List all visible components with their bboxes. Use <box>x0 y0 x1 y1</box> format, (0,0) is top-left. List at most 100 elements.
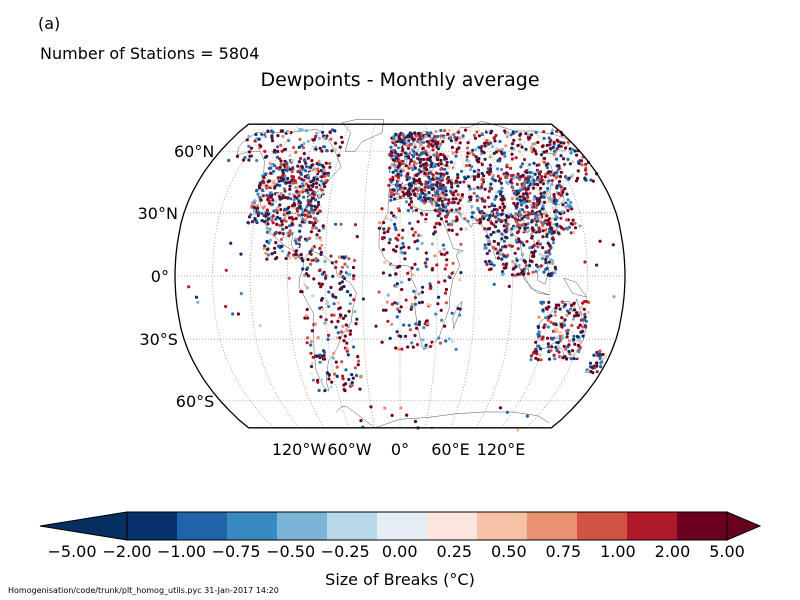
station-marker <box>295 189 299 193</box>
station-marker <box>332 313 336 317</box>
station-marker <box>274 241 278 245</box>
station-marker <box>318 353 322 357</box>
station-marker <box>279 237 284 241</box>
station-marker <box>331 294 335 298</box>
station-marker <box>291 166 295 170</box>
station-marker <box>319 205 323 209</box>
station-marker <box>314 147 318 151</box>
station-marker <box>288 184 292 188</box>
station-marker <box>266 222 270 226</box>
station-marker <box>289 232 293 236</box>
colorbar-tick-label: −2.00 <box>102 542 151 561</box>
station-marker <box>265 257 269 261</box>
station-marker <box>308 193 312 198</box>
station-marker <box>278 165 282 169</box>
station-marker <box>348 299 352 303</box>
station-marker <box>302 281 306 285</box>
station-marker <box>315 175 319 179</box>
station-marker <box>278 183 282 188</box>
station-marker <box>310 329 314 333</box>
station-marker <box>332 351 336 355</box>
colorbar-tick-label: 0.50 <box>491 542 527 561</box>
colorbar-segment <box>127 512 178 540</box>
station-marker <box>323 389 327 393</box>
station-marker <box>272 179 277 183</box>
station-marker <box>309 165 313 169</box>
station-marker <box>311 168 315 172</box>
station-marker <box>347 309 351 313</box>
station-marker <box>287 205 291 209</box>
station-marker <box>355 317 359 321</box>
station-marker <box>315 219 319 223</box>
station-marker <box>297 237 301 241</box>
colorbar-segment <box>477 512 528 540</box>
colorbar-segment <box>677 512 728 540</box>
station-marker <box>294 252 298 256</box>
station-marker <box>303 175 307 179</box>
station-marker <box>255 158 259 163</box>
station-marker <box>279 129 283 133</box>
station-marker <box>287 234 291 238</box>
station-marker <box>343 314 348 318</box>
station-marker <box>298 185 302 189</box>
colorbar-segment <box>377 512 428 540</box>
station-marker <box>340 330 344 334</box>
station-marker <box>279 143 283 147</box>
station-marker <box>359 374 363 378</box>
station-marker <box>247 158 251 162</box>
station-marker <box>356 355 360 359</box>
station-marker <box>287 251 291 255</box>
station-marker <box>319 168 323 173</box>
station-marker <box>351 265 356 270</box>
station-marker <box>278 197 282 201</box>
station-marker <box>290 159 295 163</box>
station-marker <box>285 165 289 169</box>
station-marker <box>287 210 291 214</box>
station-marker <box>279 159 283 163</box>
station-marker <box>253 214 257 218</box>
station-marker <box>352 345 356 349</box>
station-marker <box>322 145 326 149</box>
station-marker <box>273 246 277 250</box>
station-marker <box>396 146 400 150</box>
station-marker <box>321 130 325 134</box>
station-marker <box>340 280 344 284</box>
station-marker <box>313 193 317 197</box>
station-marker <box>283 195 287 200</box>
station-marker <box>324 161 328 165</box>
station-marker <box>268 228 272 232</box>
station-marker <box>315 131 319 135</box>
station-marker <box>310 208 314 213</box>
station-marker <box>341 374 345 378</box>
station-marker <box>275 166 279 170</box>
station-marker <box>305 238 309 242</box>
station-marker <box>265 193 269 197</box>
station-marker <box>282 148 286 152</box>
station-marker <box>354 373 359 378</box>
station-marker <box>311 355 315 359</box>
station-marker <box>322 350 327 354</box>
panel-label: (a) <box>38 14 61 33</box>
station-marker <box>337 307 341 311</box>
station-marker <box>288 256 292 260</box>
station-marker <box>268 238 272 242</box>
station-marker <box>241 158 246 162</box>
station-marker <box>301 210 305 215</box>
station-marker <box>270 136 274 140</box>
station-marker <box>304 272 309 276</box>
station-marker <box>277 231 282 235</box>
station-marker <box>309 340 313 344</box>
station-marker <box>336 331 340 335</box>
station-marker <box>258 181 262 185</box>
station-marker <box>336 301 340 305</box>
station-marker <box>306 184 310 188</box>
station-marker <box>281 227 285 231</box>
station-marker <box>270 252 274 256</box>
station-marker <box>346 353 350 357</box>
station-marker <box>263 155 267 159</box>
station-marker <box>311 138 315 142</box>
station-marker <box>341 324 345 328</box>
colorbar-segment <box>577 512 628 540</box>
station-marker <box>345 341 349 345</box>
